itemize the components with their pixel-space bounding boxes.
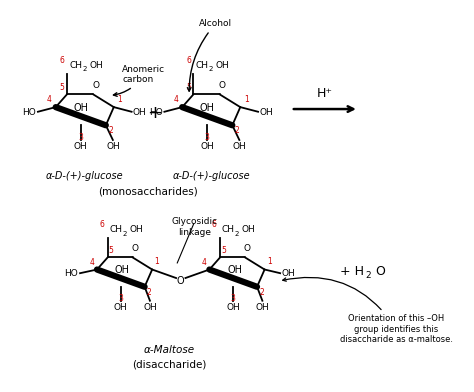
Text: H⁺: H⁺ [317,87,333,100]
Text: OH: OH [233,142,246,151]
Text: 2: 2 [108,126,113,135]
Text: OH: OH [282,269,295,278]
Text: CH: CH [221,225,235,234]
Text: 6: 6 [60,56,64,65]
Text: CH: CH [196,62,209,71]
Text: O: O [92,81,99,90]
Text: OH: OH [73,102,89,113]
Text: OH: OH [133,108,146,117]
Text: α-D-(+)-glucose: α-D-(+)-glucose [173,171,250,181]
Text: 3: 3 [231,294,236,303]
Text: O: O [244,244,251,253]
Text: +: + [147,104,163,122]
Text: OH: OH [201,142,214,151]
Text: CH: CH [109,225,122,234]
Text: 5: 5 [186,83,191,93]
Text: OH: OH [74,142,88,151]
Text: 3: 3 [78,133,83,142]
Text: 5: 5 [60,83,64,93]
Text: Glycosidic
linkage: Glycosidic linkage [172,217,218,237]
Text: OH: OH [129,225,143,234]
Text: OH: OH [256,303,270,312]
Text: 2: 2 [259,288,264,297]
Text: 1: 1 [118,95,122,104]
Text: O: O [131,244,138,253]
Text: OH: OH [114,303,128,312]
Text: OH: OH [259,108,273,117]
Text: 4: 4 [47,95,52,104]
Text: O: O [177,276,184,286]
Text: 2: 2 [235,231,239,237]
Text: HO: HO [22,108,36,117]
Text: 3: 3 [118,294,123,303]
Text: HO: HO [149,108,163,117]
Text: 4: 4 [89,258,94,267]
Text: OH: OH [115,265,130,275]
Text: 2: 2 [122,231,127,237]
Text: 5: 5 [221,247,226,256]
Text: OH: OH [89,62,103,71]
Text: 2: 2 [235,126,239,135]
Text: 2: 2 [147,288,152,297]
Text: 4: 4 [173,95,178,104]
Text: OH: OH [107,142,120,151]
Text: (disaccharide): (disaccharide) [132,359,206,369]
Text: 6: 6 [211,220,216,229]
Text: 2: 2 [209,66,213,73]
Text: HO: HO [64,269,78,278]
Text: 6: 6 [99,220,104,229]
Text: α-Maltose: α-Maltose [144,345,195,355]
Text: OH: OH [242,225,255,234]
Text: 4: 4 [202,258,207,267]
Text: 6: 6 [186,56,191,65]
Text: Anomeric
carbon: Anomeric carbon [113,65,165,96]
Text: OH: OH [144,303,157,312]
Text: OH: OH [216,62,229,71]
Text: OH: OH [227,303,240,312]
Text: + H: + H [340,265,364,278]
Text: 1: 1 [155,258,159,267]
Text: 2: 2 [366,271,372,280]
Text: α-D-(+)-glucose: α-D-(+)-glucose [46,171,124,181]
Text: 3: 3 [205,133,210,142]
Text: (monosaccharides): (monosaccharides) [98,186,198,196]
Text: 1: 1 [267,258,272,267]
Text: 1: 1 [244,95,249,104]
Text: 5: 5 [109,247,113,256]
Text: O: O [219,81,226,90]
Text: CH: CH [69,62,82,71]
Text: OH: OH [227,265,242,275]
Text: OH: OH [200,102,215,113]
Text: O: O [375,265,385,278]
Text: Alcohol: Alcohol [187,19,232,91]
Text: 2: 2 [82,66,87,73]
Text: Orientation of this –OH
group identifies this
disaccharide as α-maltose.: Orientation of this –OH group identifies… [283,278,453,344]
